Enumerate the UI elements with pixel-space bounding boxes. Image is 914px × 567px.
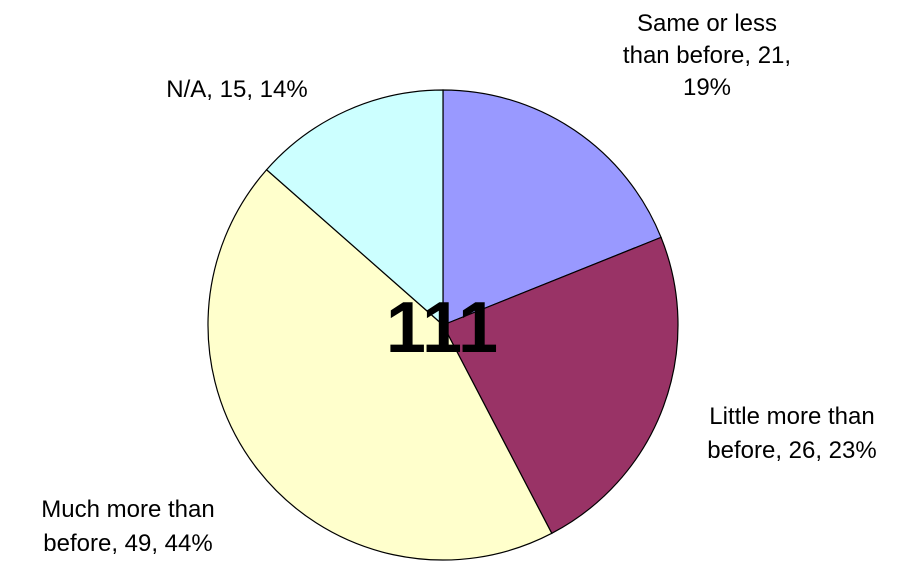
- slice-label-little-more-than-before: Little more than before, 26, 23%: [707, 403, 876, 464]
- pie-slice-labels: Same or less than before, 21, 19% Little mo…: [41, 10, 876, 557]
- slice-label-line: 19%: [683, 74, 731, 101]
- slice-label-line: Much more than: [41, 496, 214, 523]
- slice-label-line: Same or less: [637, 10, 777, 37]
- pie-slice-same-or-less-than-before: [442, 89, 662, 326]
- pie-slices: [207, 89, 679, 561]
- pie-slice-little-more-than-before: [442, 236, 679, 535]
- slice-label-n-a: N/A, 15, 14%: [166, 76, 307, 103]
- pie-slice-much-more-than-before: [207, 168, 553, 561]
- slice-label-line: N/A, 15, 14%: [166, 76, 307, 103]
- slice-label-line: before, 49, 44%: [43, 530, 212, 557]
- pie-slice-n-a: [265, 89, 444, 327]
- slice-label-line: before, 26, 23%: [707, 437, 876, 464]
- slice-label-line: Little more than: [709, 403, 874, 430]
- slice-label-much-more-than-before: Much more than before, 49, 44%: [41, 496, 214, 557]
- slice-label-same-or-less-than-before: Same or less than before, 21, 19%: [623, 10, 791, 101]
- slice-label-line: than before, 21,: [623, 42, 791, 69]
- center-total-label: 111: [386, 288, 498, 368]
